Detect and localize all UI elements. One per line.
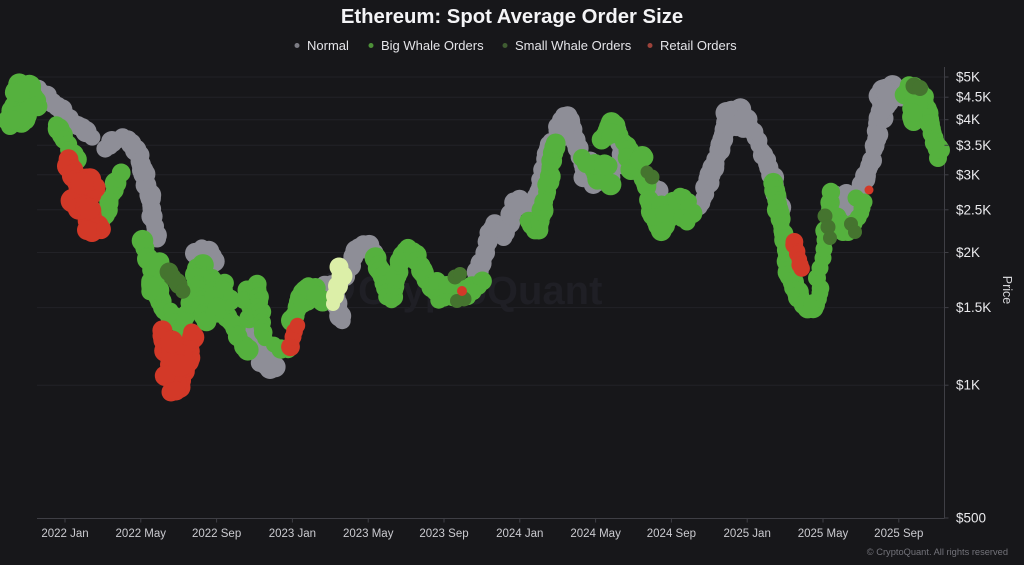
svg-text:2025 Sep: 2025 Sep <box>874 528 923 540</box>
svg-text:Retail Orders: Retail Orders <box>660 38 737 53</box>
svg-text:2025 Jan: 2025 Jan <box>724 528 771 540</box>
svg-text:2022 Jan: 2022 Jan <box>41 528 88 540</box>
svg-text:$1.5K: $1.5K <box>956 300 991 315</box>
svg-text:$500: $500 <box>956 511 986 526</box>
svg-text:$5K: $5K <box>956 70 980 85</box>
svg-text:Price: Price <box>1000 276 1014 305</box>
svg-text:$3K: $3K <box>956 167 980 182</box>
svg-text:Normal: Normal <box>307 38 349 53</box>
svg-text:$4.5K: $4.5K <box>956 90 991 105</box>
svg-text:2023 Jan: 2023 Jan <box>269 528 316 540</box>
svg-text:2024 May: 2024 May <box>570 528 621 540</box>
svg-text:$4K: $4K <box>956 112 980 127</box>
svg-text:$3.5K: $3.5K <box>956 138 991 153</box>
svg-text:2023 Sep: 2023 Sep <box>419 528 468 540</box>
svg-text:Ethereum: Spot Average Order S: Ethereum: Spot Average Order Size <box>341 6 683 28</box>
svg-text:2022 May: 2022 May <box>116 528 167 540</box>
svg-text:2022 Sep: 2022 Sep <box>192 528 241 540</box>
svg-text:2024 Sep: 2024 Sep <box>647 528 696 540</box>
svg-text:2024 Jan: 2024 Jan <box>496 528 543 540</box>
svg-text:$2.5K: $2.5K <box>956 202 991 217</box>
svg-text:© CryptoQuant. All rights rese: © CryptoQuant. All rights reserved <box>867 547 1008 557</box>
svg-text:$1K: $1K <box>956 378 980 393</box>
svg-text:2023 May: 2023 May <box>343 528 394 540</box>
svg-text:$2K: $2K <box>956 245 980 260</box>
svg-text:Big Whale Orders: Big Whale Orders <box>381 38 484 53</box>
svg-text:Small Whale Orders: Small Whale Orders <box>515 38 632 53</box>
svg-text:2025 May: 2025 May <box>798 528 849 540</box>
